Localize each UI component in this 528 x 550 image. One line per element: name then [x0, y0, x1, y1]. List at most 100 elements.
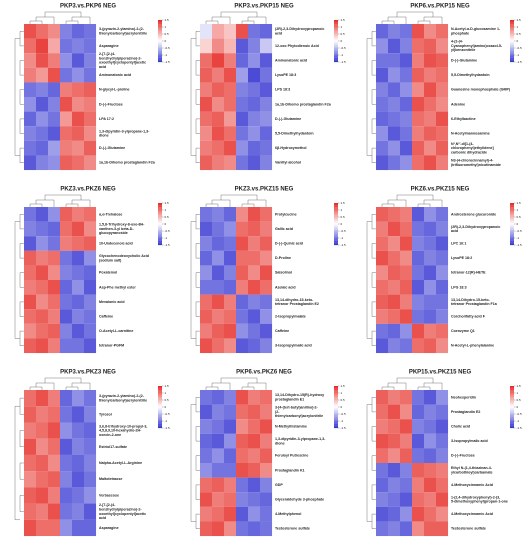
column-dendrogram — [205, 377, 267, 390]
heatmap-cell — [36, 487, 49, 504]
colorbar-segment — [510, 405, 514, 408]
colorbar-segment — [158, 22, 162, 25]
heatmap-cell — [36, 471, 49, 488]
heatmap-cell — [36, 140, 49, 156]
heatmap-cell — [376, 419, 389, 434]
row-label: Protylcucine — [275, 212, 297, 216]
heatmap-cell — [388, 221, 401, 237]
heatmap-cell — [424, 463, 437, 478]
heatmap-cell — [436, 521, 449, 537]
colorbar-segment — [510, 235, 514, 237]
heatmap-cell — [436, 250, 449, 266]
heatmap-cell — [72, 250, 85, 266]
heatmap-cell — [260, 419, 273, 434]
heatmap-cell — [424, 111, 437, 127]
colorbar-segment — [158, 233, 162, 236]
colorbar-segment — [510, 239, 514, 241]
heatmap-cell — [36, 236, 49, 251]
heatmap-cell — [424, 477, 437, 493]
heatmap-cell — [36, 323, 49, 339]
colorbar-segment — [510, 414, 514, 416]
colorbar-segment — [158, 235, 162, 237]
colorbar-tick-label: 0 — [341, 39, 343, 43]
heatmap-cell — [400, 24, 413, 39]
heatmap-cell — [72, 97, 85, 112]
colorbar-tick-label: -1 — [517, 53, 520, 57]
heatmap-cell — [248, 97, 261, 112]
row-label: Maltotetraose — [99, 477, 122, 481]
heatmap-cell — [412, 221, 425, 237]
heatmap-cell — [412, 97, 425, 112]
heatmap-cell — [24, 155, 37, 171]
heatmap-cell — [436, 97, 449, 112]
heatmap-cell — [412, 24, 425, 39]
heatmap-cell — [212, 111, 225, 127]
heatmap-cell — [376, 221, 389, 237]
heatmap-cell — [248, 448, 261, 464]
heatmap-cell — [424, 294, 437, 310]
colorbar-segment — [158, 221, 162, 223]
heatmap-cell — [72, 438, 85, 455]
heatmap-cell — [24, 126, 37, 141]
heatmap-cell — [60, 53, 73, 68]
heatmap-cell — [24, 53, 37, 68]
heatmap-cell — [376, 492, 389, 507]
heatmap-cell — [200, 521, 213, 537]
heatmap-cell — [72, 236, 85, 251]
colorbar-segment — [510, 210, 514, 212]
colorbar-segment — [158, 21, 162, 23]
heatmap-cell — [436, 404, 449, 420]
heatmap-cell — [376, 521, 389, 537]
heatmap-cell — [388, 463, 401, 478]
colorbar-segment — [158, 217, 162, 219]
heatmap-cell — [60, 338, 73, 354]
row-label: 3-[4-(tert-butyl)anilino]-2-(2-thienylca… — [275, 406, 323, 419]
colorbar-tick-label: 1.5 — [341, 201, 346, 205]
heatmap-cell — [84, 422, 97, 439]
heatmap-cell — [224, 433, 237, 449]
heatmap-cell — [200, 463, 213, 478]
heatmap-cell — [424, 280, 437, 295]
heatmap-cell — [224, 67, 237, 83]
heatmap-cell — [60, 97, 73, 112]
heatmap-cell — [48, 338, 61, 354]
colorbar-tick-label: -1.5 — [165, 243, 171, 247]
colorbar-segment — [334, 235, 338, 237]
colorbar-segment — [510, 229, 514, 232]
heatmap-cell — [224, 390, 237, 405]
heatmap-cell — [424, 236, 437, 251]
heatmap-cell — [400, 250, 413, 266]
heatmap-cell — [236, 390, 249, 405]
heatmap-cell — [236, 521, 249, 537]
colorbar-segment — [158, 211, 162, 213]
dendrogram — [366, 377, 443, 529]
colorbar-segment — [510, 214, 514, 216]
heatmap-cell — [412, 492, 425, 507]
heatmap-cell — [236, 265, 249, 281]
heatmap-cell — [200, 24, 213, 39]
colorbar-segment — [334, 39, 338, 42]
colorbar-segment — [158, 43, 162, 46]
colorbar-segment — [158, 423, 162, 426]
colorbar-tick-label: -0.5 — [165, 412, 171, 416]
heatmap-cell — [212, 140, 225, 156]
heatmap-cell — [224, 221, 237, 237]
colorbar-tick-label: 1.5 — [517, 384, 522, 388]
heatmap-cell — [436, 338, 449, 354]
heatmap-cell — [424, 309, 437, 324]
colorbar-segment — [510, 208, 514, 211]
heatmap-cell — [424, 265, 437, 281]
colorbar-segment — [334, 224, 338, 226]
heatmap-cell — [400, 433, 413, 449]
colorbar-segment — [510, 407, 514, 409]
colorbar-segment — [334, 233, 338, 236]
heatmap-cell — [260, 97, 273, 112]
panel-title: PKZ6.vs.PKZ15 NEG — [411, 187, 470, 193]
row-label: Asp-Phe methyl ester — [99, 285, 136, 289]
heatmap-cell — [260, 294, 273, 310]
heatmap-cell — [212, 338, 225, 354]
colorbar-segment — [158, 20, 162, 22]
heatmap-cell — [260, 477, 273, 493]
colorbar-segment — [158, 41, 162, 43]
